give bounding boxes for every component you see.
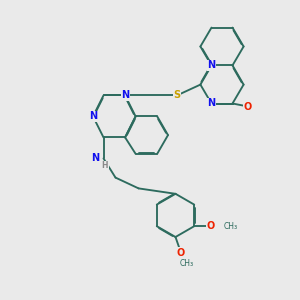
Text: O: O — [177, 248, 185, 258]
Text: N: N — [91, 153, 99, 164]
Text: H: H — [102, 161, 108, 170]
Text: CH₃: CH₃ — [223, 222, 237, 231]
Text: N: N — [207, 60, 216, 70]
Text: N: N — [89, 111, 97, 122]
Text: CH₃: CH₃ — [179, 260, 194, 268]
Text: N: N — [121, 90, 129, 100]
Text: O: O — [244, 101, 252, 112]
Text: N: N — [207, 98, 216, 109]
Text: S: S — [173, 90, 181, 100]
Text: O: O — [207, 221, 215, 231]
